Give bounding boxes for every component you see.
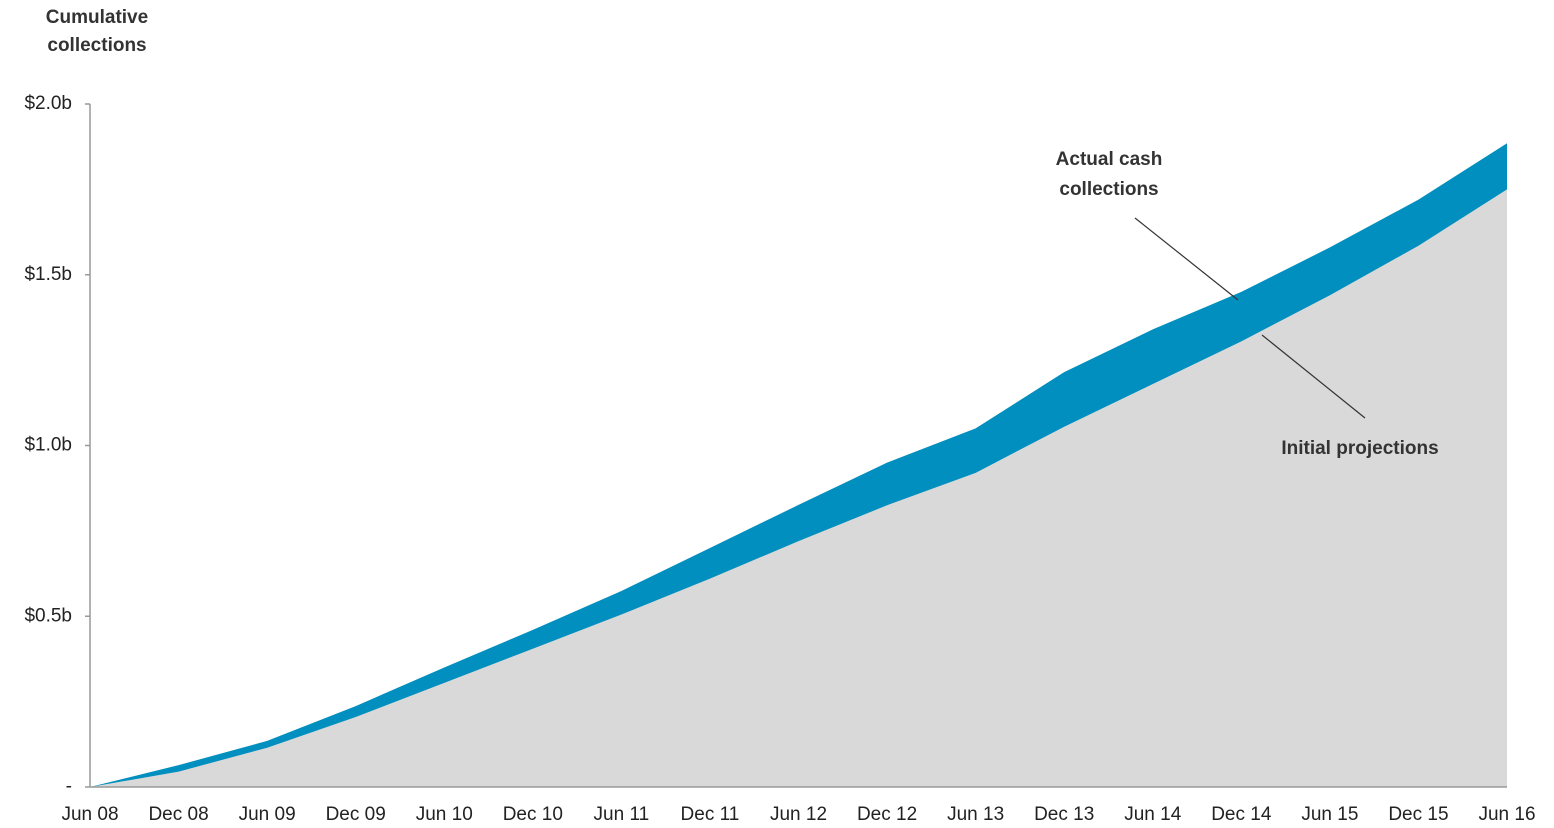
- annotation: Actual cash: [1056, 149, 1163, 170]
- annotation: collections: [1059, 179, 1158, 200]
- area: [90, 189, 1507, 787]
- x-tick-label: Jun 08: [61, 804, 118, 825]
- y-axis-label: collections: [47, 35, 146, 56]
- y-axis-label: Cumulative: [46, 7, 148, 28]
- x-tick-label: Jun 09: [239, 804, 296, 825]
- y-tick-label: $2.0b: [24, 93, 72, 114]
- x-tick-label: Dec 09: [326, 804, 386, 825]
- x-tick-label: Dec 13: [1034, 804, 1094, 825]
- x-tick-label: Jun 16: [1478, 804, 1535, 825]
- x-tick-label: Dec 11: [681, 804, 740, 825]
- y-tick-label: $0.5b: [24, 605, 72, 626]
- x-tick-label: Dec 14: [1211, 804, 1272, 825]
- x-tick-label: Jun 10: [416, 804, 473, 825]
- x-tick-label: Dec 12: [857, 804, 917, 825]
- y-tick-label: -: [66, 776, 72, 797]
- x-tick-label: Jun 13: [947, 804, 1004, 825]
- leader-line: [1134, 217, 1239, 301]
- annotation: Initial projections: [1281, 438, 1438, 459]
- x-tick-label: Dec 08: [148, 804, 208, 825]
- x-tick-label: Jun 11: [594, 804, 650, 825]
- leader-line: [1261, 334, 1366, 419]
- y-tick-label: $1.0b: [24, 435, 72, 456]
- y-tick-label: $1.5b: [24, 264, 72, 285]
- x-tick-label: Dec 15: [1388, 804, 1448, 825]
- x-tick-label: Jun 14: [1124, 804, 1181, 825]
- x-tick-label: Jun 12: [770, 804, 827, 825]
- x-tick-label: Dec 10: [503, 804, 563, 825]
- x-tick-label: Jun 15: [1301, 804, 1358, 825]
